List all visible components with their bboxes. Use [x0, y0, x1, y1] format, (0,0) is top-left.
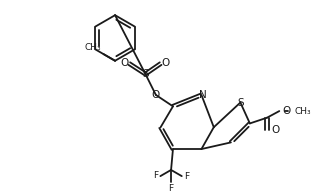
- Text: S: S: [142, 69, 149, 79]
- Text: CH₃: CH₃: [84, 43, 101, 52]
- Text: S: S: [237, 97, 244, 108]
- Text: F: F: [154, 171, 158, 180]
- Text: CH₃: CH₃: [295, 107, 311, 116]
- Text: O: O: [161, 58, 169, 68]
- Text: F: F: [184, 172, 189, 181]
- Text: O: O: [272, 125, 280, 135]
- Text: O: O: [282, 106, 290, 116]
- Text: N: N: [198, 90, 206, 100]
- Text: O: O: [152, 90, 160, 100]
- Text: O: O: [120, 58, 129, 68]
- Text: F: F: [168, 184, 174, 193]
